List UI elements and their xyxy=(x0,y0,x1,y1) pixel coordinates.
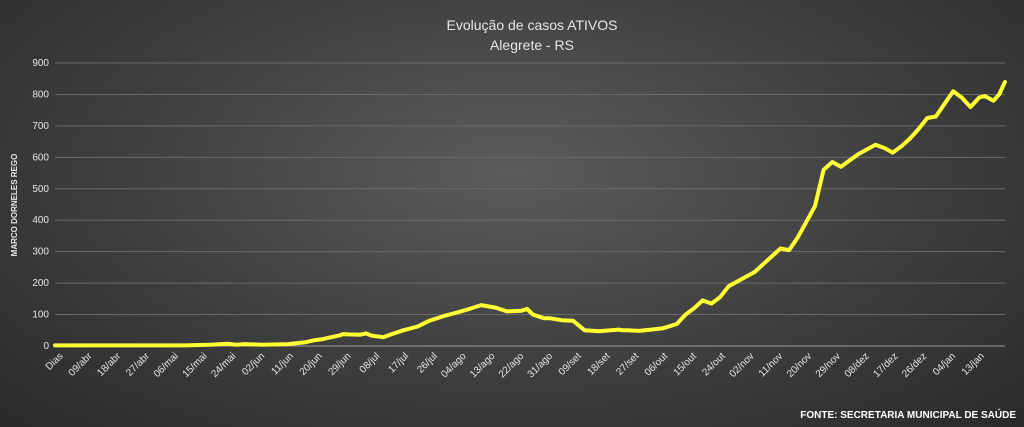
x-tick-label: Dias xyxy=(44,351,66,373)
x-tick-label: 09/set xyxy=(557,351,584,378)
x-tick-label: 11/nov xyxy=(757,351,785,379)
x-tick-label: 04/jan xyxy=(931,351,958,378)
x-axis-ticks: Dias 09/abr 18/abr 27/abr 06/mai 15/mai 24/mai… xyxy=(44,350,987,380)
x-tick-label: 26/jul xyxy=(415,351,440,376)
x-tick-label: 08/jul xyxy=(358,351,383,376)
source-note: FONTE: SECRETARIA MUNICIPAL DE SAÚDE xyxy=(800,410,1016,421)
x-tick-label: 02/jun xyxy=(240,351,267,378)
x-tick-label: 29/jun xyxy=(326,351,353,378)
x-tick-label: 27/set xyxy=(614,351,641,378)
x-tick-label: 24/out xyxy=(700,351,728,379)
x-tick-label: 06/mai xyxy=(152,351,181,380)
x-tick-label: 26/dez xyxy=(900,351,929,380)
y-tick-label: 100 xyxy=(32,310,49,321)
y-tick-label: 200 xyxy=(32,278,49,289)
series-line-active-cases xyxy=(53,79,1007,348)
x-tick-label: 18/abr xyxy=(95,350,123,378)
y-tick-label: 700 xyxy=(32,121,49,132)
x-tick-label: 27/abr xyxy=(124,350,152,378)
x-tick-label: 04/ago xyxy=(439,351,469,381)
y-axis-label: MARCO DORNELES REGO xyxy=(10,154,19,257)
chart-title: Evolução de casos ATIVOS xyxy=(447,17,618,33)
gridlines xyxy=(55,62,1005,347)
x-tick-label: 15/out xyxy=(672,351,700,379)
x-tick-label: 06/out xyxy=(643,351,671,379)
y-tick-label: 400 xyxy=(32,215,49,226)
x-tick-label: 11/jun xyxy=(269,351,296,378)
y-axis-ticks: 0 100 200 300 400 500 600 700 800 900 xyxy=(32,58,49,352)
x-tick-label: 22/ago xyxy=(497,351,527,381)
x-tick-label: 08/dez xyxy=(843,351,872,380)
x-tick-label: 18/set xyxy=(586,351,613,378)
y-tick-label: 600 xyxy=(32,152,49,163)
x-tick-label: 17/jul xyxy=(386,351,411,376)
y-tick-label: 0 xyxy=(43,341,49,352)
y-tick-label: 800 xyxy=(32,89,49,100)
x-tick-label: 24/mai xyxy=(209,351,238,380)
x-tick-label: 02/nov xyxy=(728,351,757,380)
y-tick-label: 500 xyxy=(32,184,49,195)
x-tick-label: 20/jun xyxy=(298,351,325,378)
y-tick-label: 300 xyxy=(32,247,49,258)
x-tick-label: 13/ago xyxy=(468,351,498,381)
x-tick-label: 29/nov xyxy=(814,351,843,380)
x-tick-label: 20/nov xyxy=(785,351,814,380)
x-tick-label: 09/abr xyxy=(67,350,95,378)
chart-subtitle: Alegrete - RS xyxy=(490,37,574,53)
x-tick-label: 13/jan xyxy=(960,351,987,378)
y-tick-label: 900 xyxy=(32,58,49,69)
x-tick-label: 31/ago xyxy=(526,351,556,381)
x-tick-label: 15/mai xyxy=(181,351,210,380)
x-tick-label: 17/dez xyxy=(871,351,900,380)
